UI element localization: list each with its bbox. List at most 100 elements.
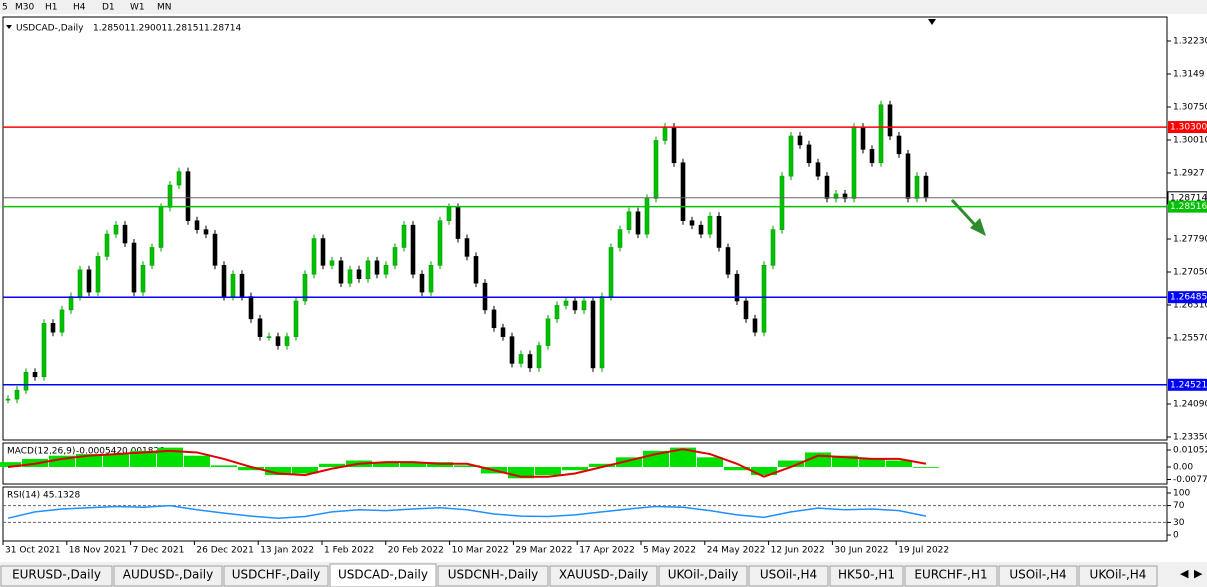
- macd-bar: [103, 454, 129, 467]
- candle: [743, 300, 749, 320]
- tab[interactable]: EURCHF-,H1: [904, 565, 998, 587]
- candle: [545, 318, 551, 346]
- candle: [212, 233, 218, 266]
- macd-bar: [562, 467, 588, 471]
- timeframe-button[interactable]: MN: [157, 3, 172, 13]
- rsi-line: [7, 504, 927, 519]
- timeframe-button[interactable]: H4: [73, 3, 86, 13]
- candle: [419, 273, 425, 293]
- tab-label: UKOil-,Daily: [668, 568, 739, 582]
- timeframe-button[interactable]: 5: [2, 3, 8, 13]
- candle: [284, 336, 290, 346]
- candle: [887, 104, 893, 137]
- tab[interactable]: UKOil-,H4: [1078, 565, 1158, 587]
- macd-bar: [319, 463, 345, 467]
- macd-bar: [49, 455, 75, 467]
- candle: [446, 207, 452, 222]
- candle: [302, 273, 308, 302]
- tab[interactable]: USOil-,H4: [748, 565, 829, 587]
- candle: [185, 171, 191, 222]
- level-label: 1.24521: [1170, 380, 1207, 390]
- tab-background: [329, 563, 437, 587]
- candle: [626, 211, 632, 230]
- macd-bar: [535, 467, 561, 476]
- tab[interactable]: USDCNH-,Daily: [437, 565, 549, 587]
- price-label: 1.25570: [1173, 334, 1207, 344]
- tab[interactable]: USOil-,H4: [998, 565, 1078, 587]
- macd-bar: [778, 460, 804, 467]
- tab-scroll-left[interactable]: ◀: [1180, 567, 1189, 580]
- date-label: 24 May 2022: [707, 546, 766, 556]
- tab[interactable]: XAUUSD-,Daily: [549, 565, 658, 587]
- candle: [50, 322, 56, 333]
- candle: [662, 126, 668, 141]
- tab-label: EURCHF-,H1: [914, 568, 987, 582]
- candle: [788, 135, 794, 177]
- candle: [356, 269, 362, 279]
- candle: [554, 305, 560, 320]
- candle: [158, 207, 164, 248]
- tab[interactable]: USDCHF-,Daily: [223, 565, 329, 587]
- tab[interactable]: AUDUSD-,Daily: [113, 565, 223, 587]
- tab-label: AUDUSD-,Daily: [123, 568, 213, 582]
- timeframe-button[interactable]: D1: [102, 3, 115, 13]
- candle: [455, 207, 461, 239]
- candle: [851, 126, 857, 199]
- ohlc-value: 1.28714: [204, 24, 241, 34]
- macd-label: 0.01052: [1173, 446, 1207, 456]
- macd-bar: [886, 460, 912, 467]
- tab-background: [223, 565, 329, 587]
- tab-label: USDCNH-,Daily: [448, 568, 539, 582]
- candle: [347, 269, 353, 284]
- candle: [14, 389, 20, 400]
- candle: [437, 220, 443, 266]
- level-box: [1168, 121, 1207, 134]
- price-label: 1.3149: [1173, 70, 1205, 80]
- tab-label: USDCHF-,Daily: [232, 568, 320, 582]
- rsi-label: 70: [1173, 501, 1185, 511]
- candle: [248, 296, 254, 320]
- tab-background: [549, 565, 658, 587]
- tab-background: [437, 565, 549, 587]
- rsi-frame: [2, 486, 1168, 542]
- tab-background: [658, 565, 748, 587]
- candle: [104, 233, 110, 257]
- candle: [113, 224, 119, 235]
- timeframe-button[interactable]: H1: [45, 3, 58, 13]
- tab[interactable]: HK50-,H1: [829, 565, 904, 587]
- candle: [257, 318, 263, 337]
- tab-scroll-right[interactable]: ▶: [1194, 567, 1203, 580]
- symbol-arrow: [6, 25, 12, 29]
- candle: [680, 162, 686, 222]
- candle: [869, 149, 875, 164]
- date-label: 20 Feb 2022: [388, 546, 444, 556]
- candle: [716, 215, 722, 248]
- macd-title: MACD(12,26,9): [7, 447, 75, 457]
- candle: [41, 322, 47, 378]
- candle: [59, 309, 65, 333]
- timeframe-button[interactable]: W1: [130, 3, 145, 13]
- tab[interactable]: USDCAD-,Daily: [329, 563, 437, 587]
- tab[interactable]: EURUSD-,Daily: [0, 565, 113, 587]
- candle: [707, 215, 713, 235]
- candle: [833, 193, 839, 199]
- macd-signal-line: [7, 448, 927, 478]
- candle: [806, 144, 812, 164]
- candle: [842, 193, 848, 199]
- candle: [896, 135, 902, 155]
- level-label: 1.30300: [1170, 123, 1207, 133]
- macd-label: 0.00: [1173, 463, 1193, 473]
- candle: [905, 153, 911, 199]
- tab[interactable]: UKOil-,Daily: [658, 565, 748, 587]
- candle: [860, 126, 866, 150]
- level-box: [1168, 291, 1207, 304]
- date-label: 31 Oct 2021: [5, 546, 61, 556]
- tab-background: [829, 565, 904, 587]
- date-label: 30 Jun 2022: [834, 546, 888, 556]
- candle: [581, 300, 587, 311]
- timeframe-button[interactable]: M30: [15, 3, 34, 13]
- candle: [923, 175, 929, 199]
- candle: [770, 229, 776, 266]
